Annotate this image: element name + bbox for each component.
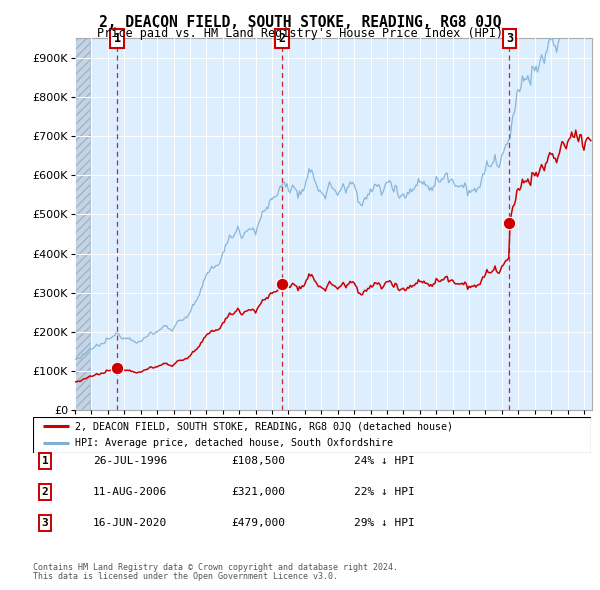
Text: 2: 2 bbox=[41, 487, 49, 497]
Text: 3: 3 bbox=[506, 32, 513, 45]
Text: Price paid vs. HM Land Registry's House Price Index (HPI): Price paid vs. HM Land Registry's House … bbox=[97, 27, 503, 40]
Text: £479,000: £479,000 bbox=[231, 518, 285, 527]
Text: Contains HM Land Registry data © Crown copyright and database right 2024.: Contains HM Land Registry data © Crown c… bbox=[33, 563, 398, 572]
Text: 29% ↓ HPI: 29% ↓ HPI bbox=[354, 518, 415, 527]
Text: 3: 3 bbox=[41, 518, 49, 527]
Text: 1: 1 bbox=[113, 32, 121, 45]
Bar bbox=[75, 38, 90, 410]
Text: 22% ↓ HPI: 22% ↓ HPI bbox=[354, 487, 415, 497]
Text: 16-JUN-2020: 16-JUN-2020 bbox=[93, 518, 167, 527]
Text: 2: 2 bbox=[278, 32, 286, 45]
Text: 2, DEACON FIELD, SOUTH STOKE, READING, RG8 0JQ (detached house): 2, DEACON FIELD, SOUTH STOKE, READING, R… bbox=[75, 421, 453, 431]
Text: HPI: Average price, detached house, South Oxfordshire: HPI: Average price, detached house, Sout… bbox=[75, 438, 393, 448]
Text: 24% ↓ HPI: 24% ↓ HPI bbox=[354, 457, 415, 466]
Text: 11-AUG-2006: 11-AUG-2006 bbox=[93, 487, 167, 497]
Text: 26-JUL-1996: 26-JUL-1996 bbox=[93, 457, 167, 466]
FancyBboxPatch shape bbox=[33, 417, 591, 453]
Text: £321,000: £321,000 bbox=[231, 487, 285, 497]
Bar bbox=[75, 38, 90, 410]
Text: This data is licensed under the Open Government Licence v3.0.: This data is licensed under the Open Gov… bbox=[33, 572, 338, 581]
Text: 1: 1 bbox=[41, 457, 49, 466]
Text: £108,500: £108,500 bbox=[231, 457, 285, 466]
Text: 2, DEACON FIELD, SOUTH STOKE, READING, RG8 0JQ: 2, DEACON FIELD, SOUTH STOKE, READING, R… bbox=[99, 15, 501, 30]
